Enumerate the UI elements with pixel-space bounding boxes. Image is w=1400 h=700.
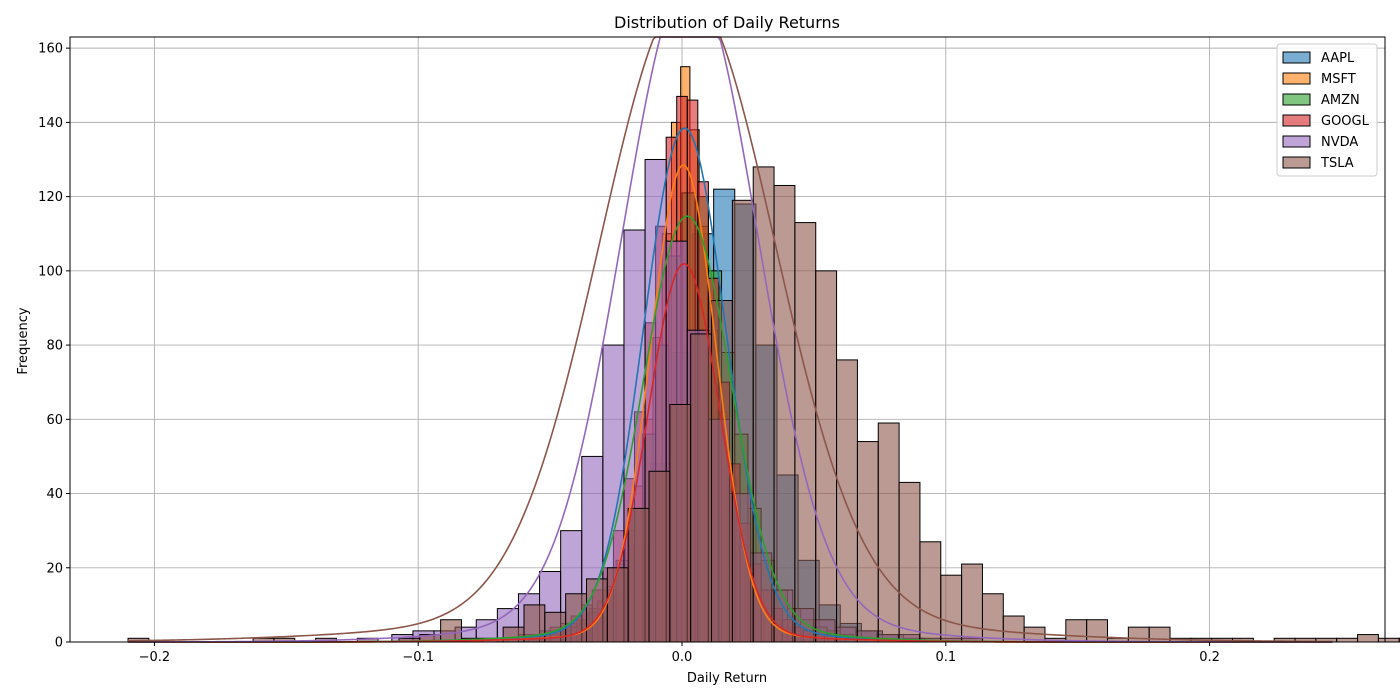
histogram-bar (440, 619, 462, 643)
y-tick-label: 0 (55, 636, 63, 651)
legend-item-googl: GOOGL (1282, 114, 1370, 129)
legend-item-nvda: NVDA (1282, 135, 1358, 150)
kde-line-tsla (128, 36, 1333, 643)
histogram-bar (1336, 637, 1359, 643)
x-tick-label: 0.1 (935, 650, 956, 665)
legend-swatch (1282, 156, 1311, 169)
histogram-bar (815, 270, 838, 643)
y-tick-label: 40 (46, 487, 63, 502)
y-tick-label: 140 (38, 116, 63, 131)
legend-item-tsla: TSLA (1282, 156, 1354, 171)
histogram-bar (794, 222, 817, 643)
y-tick-label: 60 (46, 413, 63, 428)
y-axis-title: Frequency (16, 307, 31, 374)
histogram-bar (586, 578, 608, 643)
histogram-bar (1377, 637, 1400, 643)
x-axis-title: Daily Return (687, 671, 767, 686)
legend-label: TSLA (1320, 156, 1354, 171)
chart-title: Distribution of Daily Returns (614, 13, 840, 32)
histogram-bar (690, 333, 713, 643)
histogram-bar (627, 507, 650, 643)
histogram-bar (836, 359, 858, 643)
legend-swatch (1282, 51, 1311, 64)
histogram-bar (606, 567, 629, 643)
histogram-bar (648, 470, 671, 643)
histogram-bar (877, 422, 900, 643)
histogram-bar (898, 481, 921, 643)
legend: AAPL MSFT AMZN GOOGL NVDA TSLA (1276, 43, 1378, 177)
histogram-bar (669, 403, 692, 643)
histogram-bar (981, 593, 1004, 643)
histogram-bar (1127, 626, 1150, 643)
legend-item-amzn: AMZN (1282, 93, 1360, 108)
legend-swatch (1282, 72, 1311, 85)
x-tick-label: −0.2 (139, 650, 171, 665)
histogram-bar (940, 574, 963, 643)
y-tick-label: 80 (46, 339, 63, 354)
histogram-bar (919, 541, 942, 643)
y-tick-label: 120 (38, 190, 63, 205)
legend-swatch (1282, 135, 1311, 148)
legend-item-msft: MSFT (1282, 72, 1356, 87)
plot-frame (69, 36, 1386, 643)
x-tick-label: −0.1 (402, 650, 434, 665)
histogram-bar (752, 166, 775, 643)
histogram-bar (1086, 619, 1108, 643)
legend-label: MSFT (1321, 72, 1356, 87)
y-tick-label: 20 (46, 561, 63, 576)
legend-swatch (1282, 114, 1311, 127)
y-axis: 0 20 40 60 80 100 120 140 160 (38, 42, 70, 651)
histogram-bar (1357, 634, 1379, 643)
legend-label: AAPL (1321, 51, 1355, 66)
legend-item-aapl: AAPL (1282, 51, 1355, 66)
series-tsla-bars (127, 166, 1400, 643)
legend-label: AMZN (1321, 93, 1360, 108)
legend-swatch (1282, 93, 1311, 106)
x-tick-label: 0.2 (1199, 650, 1220, 665)
y-tick-label: 100 (38, 264, 63, 279)
histogram-bar (856, 441, 879, 643)
legend-label: GOOGL (1321, 114, 1370, 129)
x-tick-label: 0.0 (672, 650, 693, 665)
x-axis: −0.2 −0.1 0.0 0.1 0.2 (139, 642, 1220, 665)
histogram-bar (1065, 619, 1088, 643)
histogram-bar (961, 563, 983, 643)
legend-label: NVDA (1321, 135, 1358, 150)
y-tick-label: 160 (38, 42, 63, 57)
